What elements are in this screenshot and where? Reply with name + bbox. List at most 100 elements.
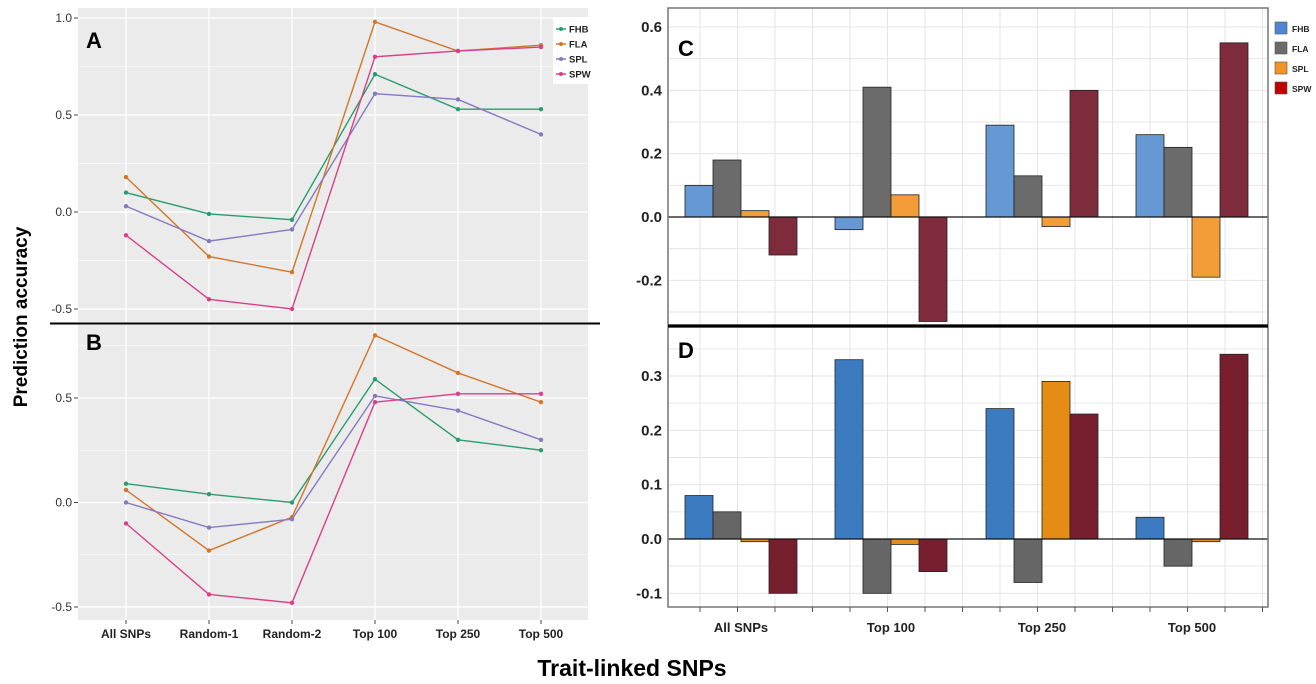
bar-fhb — [684, 184, 714, 218]
data-point-fla — [372, 19, 378, 25]
bar-fhb — [834, 359, 864, 540]
panel-a-series — [123, 19, 544, 312]
bar-spw — [768, 538, 798, 594]
data-point-fhb — [455, 106, 461, 112]
legend-label-fla: FLA — [569, 40, 588, 51]
data-point-spw — [123, 521, 129, 526]
x-tick-label: Top 500 — [519, 627, 564, 641]
bar-fhb — [1135, 134, 1165, 218]
data-point-spw — [455, 391, 461, 397]
data-point-fhb — [289, 217, 295, 222]
bar-fla — [862, 86, 892, 218]
x-tick-label: Top 500 — [1168, 620, 1216, 635]
data-point-fla — [123, 487, 129, 493]
panel-a-plot-area — [78, 8, 588, 322]
bar-fla — [1013, 175, 1043, 218]
data-point-spw — [206, 592, 212, 597]
data-point-spl — [538, 437, 544, 442]
y-tick-label: -0.5 — [51, 600, 72, 614]
data-point-spl — [206, 525, 212, 530]
series-line-fla — [125, 334, 542, 552]
legend-label-spl: SPL — [1292, 64, 1309, 74]
bar-fla — [1163, 146, 1193, 218]
bar-spw — [918, 216, 948, 322]
bar-fhb — [834, 216, 864, 231]
legend-box — [553, 17, 589, 84]
legend-swatch-fhb — [1274, 21, 1288, 35]
x-tick-label: All SNPs — [714, 620, 768, 635]
bar-fhb — [684, 495, 714, 540]
panel-d-bars — [684, 353, 1249, 594]
data-point-fhb — [123, 190, 129, 195]
legend-marker-spl — [559, 57, 563, 61]
legend-label-fhb: FHB — [1292, 24, 1309, 34]
legend-swatch-fla — [1274, 41, 1288, 55]
y-tick-label: 0.2 — [641, 146, 662, 163]
data-point-spl — [206, 238, 212, 244]
panel-c-y-ticks: -0.2 0.0 0.2 0.4 0.6 — [636, 19, 663, 289]
data-point-spw — [372, 399, 378, 405]
panel-b-y-ticks: -0.5 0.0 0.5 — [51, 391, 78, 614]
panel-c-legend: FHB FLA SPL SPW — [1274, 21, 1312, 95]
bar-fla — [712, 511, 742, 540]
data-point-spw — [206, 297, 212, 302]
panel-d-grid — [668, 327, 1268, 607]
bar-spl — [740, 210, 770, 218]
data-point-fla — [206, 254, 212, 259]
panel-a-y-ticks: -0.5 0.0 0.5 1.0 — [51, 11, 78, 316]
y-tick-label: 0.0 — [641, 209, 662, 226]
bar-spw — [1219, 353, 1249, 540]
x-tick-label: Top 250 — [1018, 620, 1066, 635]
bar-spl — [890, 194, 920, 218]
legend-marker-fhb — [559, 27, 563, 31]
panel-d-x-ticks: All SNPs Top 100 Top 250 Top 500 — [699, 607, 1263, 635]
legend-swatch-spw — [1274, 81, 1288, 95]
y-tick-label: 0.6 — [641, 19, 662, 36]
x-tick-label: Random-2 — [263, 627, 322, 641]
legend-label-fhb: FHB — [569, 25, 589, 36]
bar-spw — [1069, 89, 1099, 218]
y-tick-label: 0.0 — [641, 531, 662, 548]
data-point-spl — [372, 91, 378, 96]
data-point-fhb — [538, 106, 544, 112]
data-point-fhb — [206, 491, 212, 497]
bar-fla — [1163, 538, 1193, 567]
x-tick-label: All SNPs — [101, 627, 151, 641]
data-point-spl — [455, 408, 461, 413]
y-tick-label: 0.0 — [55, 205, 72, 219]
series-line-fhb — [125, 378, 542, 504]
data-point-fhb — [372, 72, 378, 77]
bar-spl — [1191, 216, 1221, 278]
panel-c-label: C — [678, 36, 694, 61]
data-point-fla — [455, 370, 461, 376]
panel-b-label: B — [86, 330, 102, 355]
bar-fhb — [985, 124, 1015, 218]
data-point-fla — [206, 548, 212, 553]
bar-spw — [768, 216, 798, 256]
bar-spw — [1069, 413, 1099, 540]
bar-fla — [1013, 538, 1043, 583]
panel-d-y-ticks: -0.1 0.0 0.1 0.2 0.3 — [636, 368, 662, 602]
x-tick-label: Top 250 — [436, 627, 481, 641]
data-point-spw — [538, 44, 544, 50]
data-point-fla — [289, 269, 295, 275]
y-tick-label: 1.0 — [55, 11, 72, 25]
data-point-spl — [538, 132, 544, 137]
data-point-spl — [372, 393, 378, 399]
bar-fla — [862, 538, 892, 594]
data-point-fhb — [455, 437, 461, 442]
data-point-spw — [123, 233, 129, 238]
series-line-spw — [125, 393, 541, 604]
bar-spw — [1219, 42, 1249, 218]
panel-a-grid — [78, 8, 588, 322]
legend-label-spw: SPW — [569, 70, 591, 81]
panel-d-label: D — [678, 338, 694, 363]
bar-fla — [712, 159, 742, 218]
bar-fhb — [1135, 516, 1165, 540]
y-tick-label: 0.2 — [641, 422, 662, 439]
data-point-fhb — [538, 448, 544, 453]
legend-label-fla: FLA — [1292, 44, 1309, 54]
data-point-spl — [289, 227, 295, 232]
y-tick-label: -0.5 — [51, 302, 72, 316]
